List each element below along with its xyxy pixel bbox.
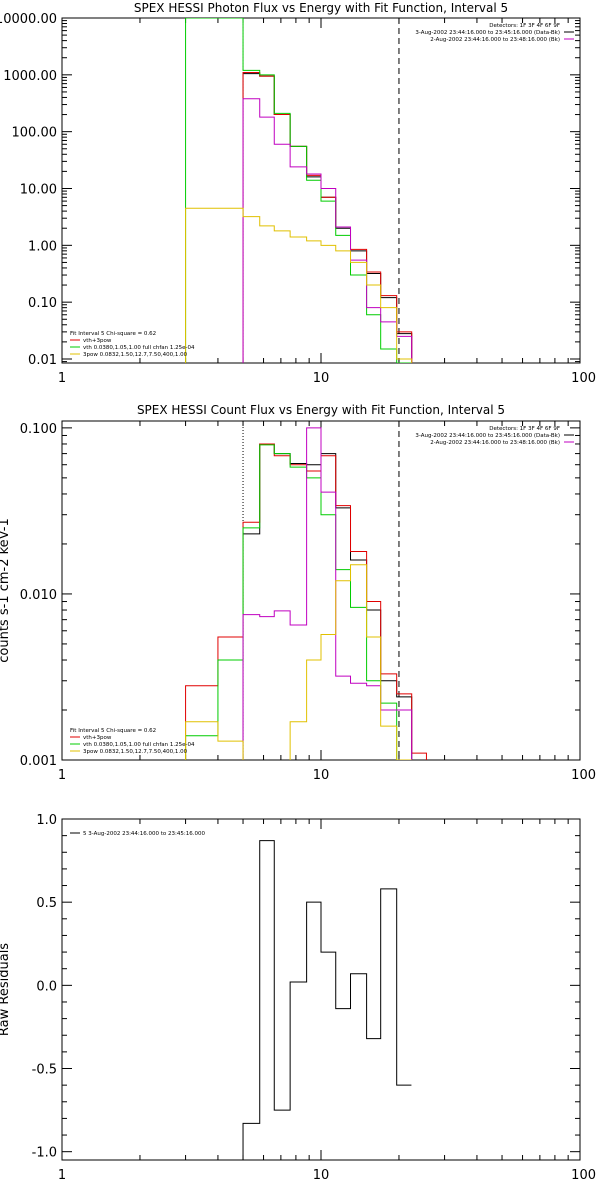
x-tick-label: 100 (571, 768, 596, 783)
series-step-line (185, 564, 412, 760)
legend-entry: vth+3pow (83, 338, 112, 344)
fit-label: Fit Interval 5 Chi-square = 0.62 (70, 728, 156, 734)
y-tick-label: -1.0 (32, 1146, 57, 1161)
info-text: Detectors: 1F 3F 4F 6F 9F (489, 426, 560, 432)
legend-entry: 3pow 0.0832,1.50,12.7,7.50,400,1.00 (83, 749, 188, 755)
chart-title: SPEX HESSI Photon Flux vs Energy with Fi… (134, 1, 508, 15)
y-tick-label: 0.001 (20, 754, 57, 769)
photon-flux-panel: SPEX HESSI Photon Flux vs Energy with Fi… (0, 1, 596, 386)
x-tick-label: 1 (58, 768, 66, 783)
x-tick-label: 10 (313, 768, 330, 783)
y-tick-label: 10.00 (20, 182, 57, 197)
series-step-line (242, 427, 413, 760)
x-tick-label: 1 (58, 1168, 66, 1183)
y-tick-label: 1.0 (36, 813, 57, 828)
y-tick-label: 0.100 (20, 422, 57, 437)
info-text: 3-Aug-2002 23:44:16.000 to 23:45:16.000 … (415, 30, 560, 36)
series-group (185, 427, 427, 760)
count-flux-panel: SPEX HESSI Count Flux vs Energy with Fit… (0, 403, 596, 783)
x-tick-label: 10 (313, 1168, 330, 1183)
series-step-line (185, 444, 412, 760)
y-tick-label: -0.5 (32, 1063, 57, 1078)
legend-entry: vth 0.0380,1.05,1.00 full chfan 1.25e-04 (83, 742, 195, 748)
y-tick-label: 0.0 (36, 979, 57, 994)
legend-entry: 5 3-Aug-2002 23:44:16.000 to 23:45:16.00… (83, 831, 205, 837)
series-step-line (242, 840, 412, 1160)
y-tick-label: 100.00 (12, 126, 58, 141)
x-tick-label: 100 (571, 371, 596, 386)
chart-title: SPEX HESSI Count Flux vs Energy with Fit… (137, 403, 505, 417)
y-tick-label: 1.00 (28, 239, 57, 254)
plot-frame (61, 818, 581, 1161)
info-text: 2-Aug-2002 23:44:16.000 to 23:48:16.000 … (430, 37, 560, 43)
fit-label: Fit Interval 5 Chi-square = 0.62 (70, 331, 156, 337)
y-tick-label: 10000.00 (0, 12, 57, 27)
series-group (185, 18, 413, 363)
series-step-line (242, 71, 413, 363)
series-step-line (242, 98, 413, 363)
y-tick-label: 0.010 (20, 588, 57, 603)
x-tick-label: 10 (313, 371, 330, 386)
residuals-panel: Raw Residuals 1 10 100 -1.0 -0.5 0.0 0.5 1.0 5 3-… (0, 813, 596, 1183)
y-axis-label: counts s-1 cm-2 keV-1 (0, 518, 12, 663)
legend-entry: vth+3pow (83, 735, 112, 741)
info-text: 2-Aug-2002 23:44:16.000 to 23:48:16.000 … (430, 440, 560, 446)
legend-entry: 3pow 0.0832,1.50,12.7,7.50,400,1.00 (83, 352, 188, 358)
series-group (242, 840, 412, 1160)
x-tick-label: 100 (571, 1168, 596, 1183)
series-step-line (185, 443, 427, 760)
info-text: Detectors: 1F 3F 4F 6F 9F (489, 23, 560, 29)
y-tick-label: 1000.00 (3, 69, 57, 84)
y-tick-label: 0.01 (28, 353, 57, 368)
series-step-line (185, 207, 413, 363)
legend-entry: vth 0.0380,1.05,1.00 full chfan 1.25e-04 (83, 345, 195, 351)
y-tick-label: 0.5 (36, 896, 57, 911)
y-axis-label: Raw Residuals (0, 943, 12, 1036)
info-text: 3-Aug-2002 23:44:16.000 to 23:45:16.000 … (415, 433, 560, 439)
y-tick-label: 0.10 (28, 296, 57, 311)
x-tick-label: 1 (58, 371, 66, 386)
series-step-line (185, 18, 412, 363)
